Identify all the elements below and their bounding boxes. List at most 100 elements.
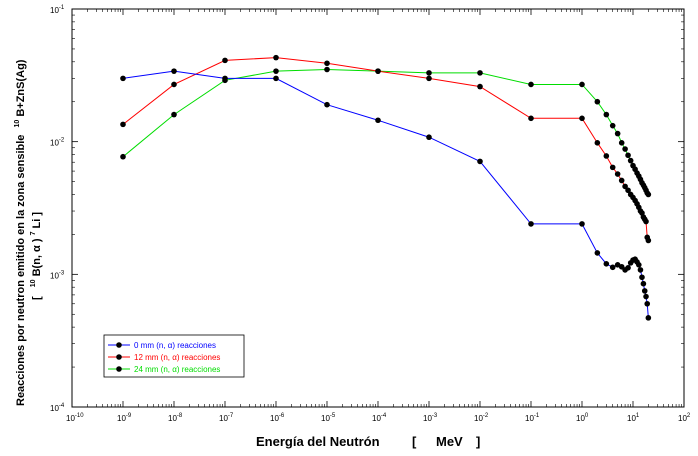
data-point	[636, 262, 642, 268]
data-point	[594, 140, 601, 146]
data-point	[625, 187, 631, 194]
data-point	[120, 153, 126, 160]
y-axis-title-sup3: 7	[30, 231, 37, 235]
x-tick-label: 10-8	[168, 413, 183, 423]
data-point	[171, 81, 177, 88]
legend-marker	[116, 354, 122, 360]
data-point	[618, 140, 625, 146]
x-tick-label: 10-4	[372, 413, 387, 423]
data-point	[637, 267, 644, 273]
x-axis-title-bracket-open: [	[412, 434, 417, 449]
y-axis-title-line2-open: [	[31, 296, 43, 300]
y-tick-label: 10-3	[50, 270, 65, 280]
data-point	[273, 68, 279, 74]
data-point	[603, 111, 610, 118]
data-point	[645, 237, 652, 244]
legend-entry: 12 mm (n, α) reacciones	[108, 353, 220, 362]
data-point	[426, 75, 432, 82]
data-point	[614, 130, 621, 137]
x-tick-label: 102	[678, 413, 691, 423]
data-point	[528, 221, 534, 227]
data-point	[594, 250, 601, 256]
data-point	[627, 157, 634, 164]
data-point	[324, 66, 330, 73]
legend-entry: 0 mm (n, α) reacciones	[108, 341, 216, 350]
data-point	[222, 57, 228, 64]
data-point	[375, 68, 381, 74]
data-point	[273, 75, 279, 82]
data-point	[639, 274, 645, 281]
data-point	[375, 117, 381, 124]
data-point	[273, 54, 279, 61]
data-point	[622, 146, 628, 152]
x-tick-label: 100	[576, 413, 589, 423]
legend-box	[103, 334, 245, 378]
x-tick-label: 10-5	[321, 413, 336, 423]
data-point	[426, 70, 432, 76]
x-tick-label: 10-10	[66, 413, 84, 423]
data-point	[609, 122, 616, 129]
y-axis-title-line1-end: B+ZnS(Ag)	[15, 59, 27, 116]
data-point	[614, 171, 621, 177]
x-axis-title: Energía del Neutrón [ MeV ]	[256, 434, 480, 449]
y-axis-title-line2-mid: B(n, α )	[31, 238, 43, 276]
legend-marker	[116, 342, 122, 348]
series-1	[120, 54, 652, 244]
series-line	[122, 70, 649, 318]
data-point	[609, 164, 616, 171]
y-tick-label: 10-1	[50, 5, 65, 15]
data-point	[477, 158, 483, 165]
series-line	[122, 68, 649, 195]
data-point	[477, 70, 483, 76]
series-2	[120, 66, 652, 198]
data-point	[643, 293, 649, 300]
y-tick-label: 10-4	[50, 403, 65, 413]
legend: 0 mm (n, α) reacciones 12 mm (n, α) reacc…	[103, 334, 245, 378]
data-point	[645, 191, 652, 198]
data-point	[640, 280, 647, 287]
data-point	[594, 98, 601, 105]
legend-label: 12 mm (n, α) reacciones	[134, 353, 220, 362]
data-point	[120, 75, 126, 82]
legend-entry: 24 mm (n, α) reacciones	[108, 365, 220, 374]
data-point	[579, 115, 585, 122]
y-axis-title: Reacciones por neutron emitido en la zon…	[14, 59, 43, 406]
data-point	[171, 111, 177, 118]
data-point	[222, 75, 228, 82]
data-point	[622, 183, 628, 190]
data-point	[618, 177, 625, 184]
x-axis-title-main: Energía del Neutrón	[256, 434, 380, 449]
legend-label: 24 mm (n, α) reacciones	[134, 365, 220, 374]
data-point	[641, 288, 648, 294]
svg-text:[ 10 B(n, α ): [ 10 B(n, α ) 7 Li ]	[26, 212, 43, 300]
y-axis-title-line2-end: Li ]	[31, 212, 43, 229]
x-tick-label: 10-1	[525, 413, 540, 423]
x-tick-label: 10-6	[270, 413, 285, 423]
data-point	[603, 153, 610, 159]
data-point	[579, 81, 585, 88]
x-axis-title-bracket-close: ]	[476, 434, 480, 449]
data-point	[579, 221, 585, 227]
x-tick-label: 10-9	[117, 413, 132, 423]
data-point	[528, 115, 534, 122]
data-point	[324, 101, 330, 108]
y-axis-title-sup2: 10	[30, 279, 37, 287]
x-tick-labels: 10-10 10-9 10-8 10-7 10-6 10-5 10-4 10-3 10-2 10-…	[66, 413, 691, 423]
legend-label: 0 mm (n, α) reacciones	[134, 341, 216, 350]
series-layer	[120, 54, 652, 321]
data-point	[120, 121, 126, 128]
axis-ticks	[71, 8, 685, 408]
x-tick-label: 10-3	[423, 413, 438, 423]
data-point	[324, 60, 330, 67]
data-point	[625, 152, 631, 159]
y-tick-labels: 10-4 10-3 10-2 10-1	[50, 5, 65, 413]
legend-marker	[116, 366, 122, 372]
x-tick-label: 101	[627, 413, 640, 423]
data-point	[477, 83, 483, 90]
data-point	[609, 264, 616, 271]
x-axis-title-unit: MeV	[436, 434, 463, 449]
x-tick-label: 10-2	[474, 413, 489, 423]
data-point	[644, 300, 651, 307]
series-0	[120, 68, 652, 321]
